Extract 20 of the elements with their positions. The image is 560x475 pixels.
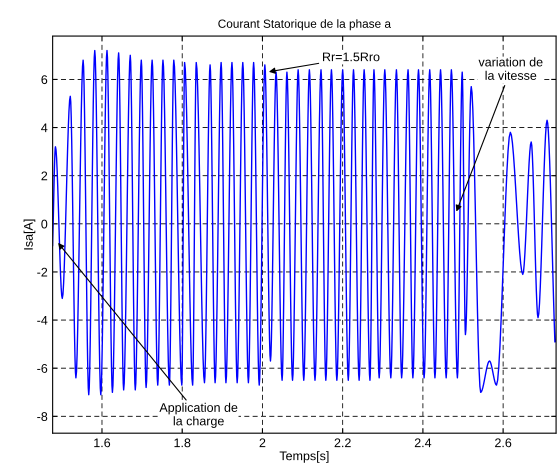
y-tick-label: 6 [41, 75, 48, 84]
y-axis-title: Isa[A] [24, 220, 36, 250]
y-tick-label: -4 [37, 316, 48, 325]
x-tick-label: 1.6 [94, 438, 110, 448]
annotation: variation de la vitesse [478, 57, 543, 80]
y-tick-label: 4 [41, 123, 48, 132]
x-tick-label: 2.6 [495, 438, 512, 448]
y-tick-label: -2 [37, 268, 48, 276]
x-tick-label: 2.2 [334, 438, 351, 448]
annotation: Rr=1.5Rro [323, 52, 380, 62]
y-tick-label: 0 [41, 220, 48, 228]
annotation: Application de la charge [159, 402, 238, 428]
x-tick-label: 2 [260, 438, 266, 448]
y-tick-label: -8 [37, 412, 48, 422]
x-axis-title: Temps[s] [280, 451, 328, 463]
y-tick-label: 2 [41, 171, 48, 180]
chart-title: Courant Statorique de la phase a [218, 19, 391, 30]
y-tick-label: -6 [37, 364, 48, 373]
x-tick-label: 2.4 [414, 438, 432, 448]
x-tick-label: 1.8 [174, 438, 190, 448]
